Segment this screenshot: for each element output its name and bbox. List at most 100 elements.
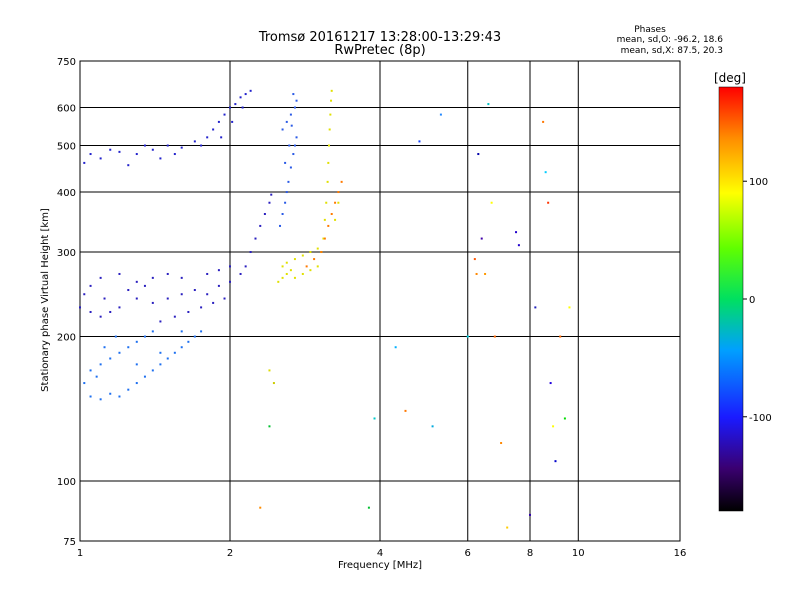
data-point: [289, 113, 292, 116]
colorbar-title: [deg]: [714, 71, 746, 85]
stats-line-x: mean, sd,X: 87.5, 20.3: [621, 46, 723, 56]
data-point: [268, 369, 271, 372]
data-point: [143, 375, 146, 378]
data-point: [259, 506, 262, 509]
data-point: [193, 289, 196, 292]
data-point: [83, 161, 86, 164]
x-tick-label: 8: [527, 548, 533, 559]
data-point: [301, 272, 304, 275]
data-point: [229, 280, 231, 283]
data-point: [159, 351, 162, 354]
data-point: [109, 310, 112, 313]
data-point: [99, 157, 102, 160]
data-point: [529, 513, 531, 516]
data-point: [439, 113, 442, 116]
data-point: [217, 120, 220, 123]
data-point: [281, 276, 284, 279]
data-point: [373, 417, 376, 420]
data-point: [99, 363, 102, 366]
data-point: [334, 218, 337, 221]
data-point: [187, 310, 190, 313]
data-point: [200, 330, 203, 333]
data-point: [281, 265, 284, 268]
x-tick-label: 16: [674, 548, 687, 559]
colorbar-tick-label: 100: [749, 177, 768, 188]
data-point: [200, 144, 203, 147]
data-point: [229, 265, 231, 268]
data-point: [206, 293, 209, 296]
data-point: [293, 258, 296, 261]
data-point: [143, 144, 146, 147]
y-tick-label: 400: [57, 188, 76, 199]
data-point: [293, 106, 296, 109]
data-point: [544, 171, 547, 174]
data-point: [295, 136, 298, 139]
data-point: [187, 340, 190, 343]
data-point: [135, 363, 138, 366]
data-point: [239, 96, 242, 99]
data-point: [517, 244, 520, 247]
data-point: [206, 136, 209, 139]
data-point: [534, 306, 537, 309]
data-point: [320, 251, 323, 254]
data-point: [89, 284, 92, 287]
data-point: [193, 335, 196, 338]
data-point: [193, 140, 196, 143]
data-point: [180, 276, 183, 279]
data-point: [200, 306, 203, 309]
data-point: [223, 113, 226, 116]
data-point: [305, 265, 308, 268]
data-point: [284, 161, 287, 164]
data-point: [473, 258, 476, 261]
data-point: [288, 144, 291, 147]
data-point: [559, 335, 562, 338]
data-point: [327, 161, 330, 164]
data-point: [135, 280, 138, 283]
data-point: [206, 272, 209, 275]
y-tick-label: 300: [57, 248, 76, 259]
data-point: [330, 99, 333, 102]
data-point: [268, 201, 271, 204]
data-point: [159, 363, 162, 366]
colorbar: [718, 86, 744, 512]
data-point: [249, 89, 252, 92]
data-point: [166, 144, 169, 147]
data-point: [394, 346, 397, 349]
data-point: [135, 297, 138, 300]
data-point: [322, 237, 325, 240]
data-point: [477, 153, 480, 156]
data-point: [173, 315, 176, 318]
data-point: [490, 201, 493, 204]
data-point: [268, 425, 271, 428]
data-point: [89, 310, 92, 313]
x-tick-label: 4: [377, 548, 383, 559]
stats-heading: Phases: [634, 25, 666, 35]
data-point: [244, 93, 247, 96]
data-point: [334, 201, 337, 204]
data-point: [326, 180, 329, 183]
data-point: [480, 237, 483, 240]
data-point: [166, 357, 169, 360]
data-point: [287, 180, 290, 183]
data-point: [109, 392, 112, 395]
data-point: [542, 120, 545, 123]
data-point: [118, 395, 121, 398]
data-point: [487, 103, 490, 106]
data-point: [180, 146, 183, 149]
x-tick-label: 10: [572, 548, 585, 559]
data-point: [127, 346, 130, 349]
data-point: [323, 218, 326, 221]
x-tick-label: 6: [465, 548, 471, 559]
data-point: [95, 375, 98, 378]
data-point: [135, 153, 138, 156]
data-point: [327, 224, 330, 227]
data-point: [284, 201, 287, 204]
data-point: [89, 153, 92, 156]
data-point: [173, 153, 176, 156]
data-point: [327, 144, 330, 147]
data-point: [563, 417, 566, 420]
y-tick-label: 500: [57, 142, 76, 153]
data-point: [431, 425, 434, 428]
data-point: [180, 330, 183, 333]
data-point: [114, 335, 117, 338]
